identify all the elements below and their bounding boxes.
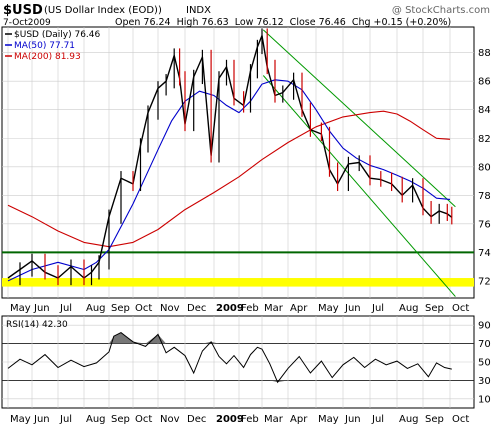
ma200-line [7, 110, 451, 248]
rsi-y-tick-4: 90 [478, 321, 491, 332]
x-labels-1-16: Sep [425, 303, 444, 314]
price-y-tick-0: 72 [478, 276, 491, 287]
ohlc-readout: Open 76.24 High 76.63 Low 76.12 Close 76… [115, 17, 451, 28]
price-y-tick-7: 86 [478, 77, 491, 88]
trend-line-2 [262, 29, 456, 208]
chart-symbol: $USD [3, 3, 43, 18]
x-labels-2-6: Nov [160, 414, 180, 425]
x-labels-2-1: Jun [33, 414, 50, 425]
price-line [7, 34, 453, 279]
x-labels-1-0: May [10, 303, 31, 314]
price-annotations [2, 29, 474, 297]
x-labels-2-8: 2009 [216, 414, 244, 425]
x-labels-1-1: Jun [33, 303, 50, 314]
x-labels-2-0: May [10, 414, 31, 425]
rsi-series [7, 332, 452, 384]
trend-line-3 [262, 75, 456, 297]
price-series [7, 28, 453, 286]
price-y-tick-8: 88 [478, 48, 491, 59]
x-labels-1-3: Aug [86, 303, 106, 314]
rsi-y-tick-0: 10 [478, 394, 491, 405]
x-labels-1-13: Jun [344, 303, 361, 314]
rsi-line [7, 332, 452, 384]
x-labels-2-15: Aug [399, 414, 419, 425]
x-labels-1-11: Apr [290, 303, 308, 314]
x-labels-1-14: Jul [371, 303, 384, 314]
x-labels-2-5: Oct [135, 414, 152, 425]
legend-label-0: $USD (Daily) 76.46 [14, 30, 101, 40]
price-y-tick-4: 80 [478, 162, 491, 173]
price-y-tick-6: 84 [478, 105, 491, 116]
rsi-overbought-fill [109, 332, 219, 344]
chart-date: 7-Oct2009 [3, 18, 51, 28]
x-labels-1-2: Jul [59, 303, 72, 314]
x-labels-2-17: Oct [452, 414, 469, 425]
rsi-y-tick-2: 50 [478, 358, 491, 369]
chart-exchange: INDX [186, 5, 211, 16]
price-grid [2, 27, 474, 298]
price-y-tick-3: 78 [478, 191, 491, 202]
x-labels-2-12: May [318, 414, 339, 425]
x-labels-2-9: Feb [241, 414, 259, 425]
x-labels-2-11: Apr [290, 414, 308, 425]
x-labels-2-14: Jul [371, 414, 384, 425]
x-labels-1-15: Aug [399, 303, 419, 314]
x-labels-2-2: Jul [59, 414, 72, 425]
price-panel-frame [1, 26, 475, 299]
watermark: @ StockCharts.com [392, 5, 490, 16]
x-labels-2-13: Jun [344, 414, 361, 425]
support-band [2, 278, 474, 287]
rsi-y-ticks: 10 30 50 70 90 [478, 321, 491, 406]
legend-label-1: MA(50) 77.71 [14, 41, 75, 51]
chart-security-name: (US Dollar Index (EOD)) [44, 5, 162, 16]
x-labels-1-8: 2009 [216, 303, 244, 314]
price-y-tick-1: 74 [478, 248, 491, 259]
x-labels-1-12: May [318, 303, 339, 314]
x-labels-1-4: Sep [111, 303, 130, 314]
x-labels-1-9: Feb [241, 303, 259, 314]
rsi-y-tick-3: 70 [478, 339, 491, 350]
x-labels-2-10: Mar [264, 414, 284, 425]
x-labels-2-3: Aug [86, 414, 106, 425]
x-labels-2-16: Sep [425, 414, 444, 425]
ma50-line [7, 79, 451, 282]
x-labels-1-7: Dec [187, 303, 206, 314]
x-labels-2-7: Dec [187, 414, 206, 425]
x-labels-1-6: Nov [160, 303, 180, 314]
rsi-grid [2, 316, 474, 408]
x-labels-1-10: Mar [264, 303, 284, 314]
rsi-legend: RSI(14) 42.30 [6, 320, 68, 330]
rsi-legend-label: RSI(14) 42.30 [6, 320, 68, 330]
price-y-tick-2: 76 [478, 219, 491, 230]
x-labels-2-4: Sep [111, 414, 130, 425]
legend-label-2: MA(200) 81.93 [14, 52, 81, 62]
price-y-tick-5: 82 [478, 134, 491, 145]
x-labels-1-17: Oct [452, 303, 469, 314]
price-y-ticks: 72 74 76 78 80 82 84 86 88 [478, 48, 491, 287]
x-labels-1-5: Oct [135, 303, 152, 314]
rsi-y-tick-1: 30 [478, 376, 491, 387]
